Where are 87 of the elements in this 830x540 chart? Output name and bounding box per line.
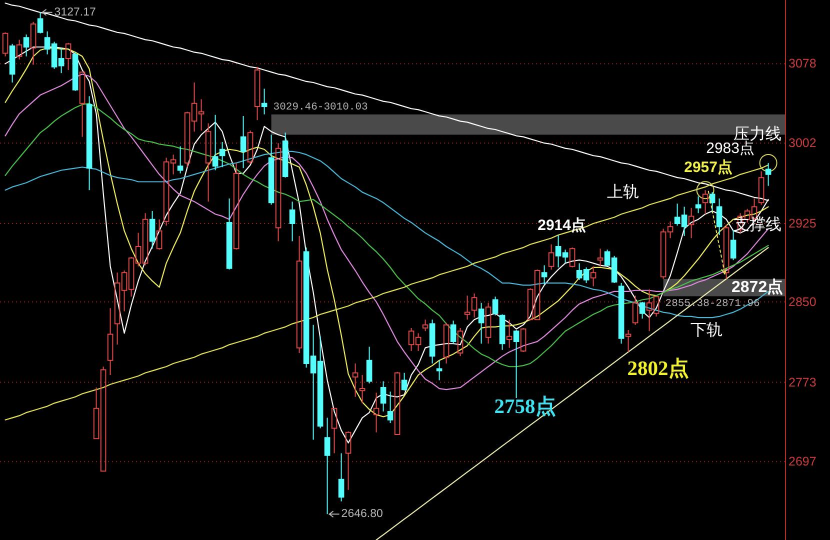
candlestick [632, 295, 638, 326]
candlestick [289, 201, 296, 242]
candlestick [688, 207, 694, 239]
candlestick [177, 146, 184, 174]
candlestick [30, 21, 36, 66]
candlestick [471, 293, 478, 318]
y-tick-label: 2850 [788, 294, 816, 309]
candlestick [359, 374, 366, 404]
annotation: 上轨 [607, 183, 639, 201]
candlestick [2, 32, 8, 57]
candlestick [569, 247, 576, 268]
candlestick [352, 362, 358, 398]
candlestick [450, 320, 456, 344]
candlestick [464, 295, 470, 320]
candlestick [268, 134, 274, 206]
candlestick [597, 248, 604, 267]
candlestick [9, 43, 16, 84]
candlestick [226, 198, 232, 270]
candlestick [422, 319, 428, 332]
candlestick [723, 224, 730, 280]
candlestick [296, 236, 302, 354]
candlestick [380, 380, 386, 412]
candlestick [156, 218, 162, 250]
candlestick [107, 308, 114, 376]
candlestick [275, 142, 282, 242]
candlestick [72, 52, 78, 92]
y-tick-label: 3002 [788, 136, 816, 150]
candlestick [366, 346, 372, 384]
candlestick [240, 115, 246, 169]
candlestick [443, 322, 450, 364]
candlestick [401, 372, 408, 392]
candlestick [506, 319, 512, 348]
candlestick [548, 244, 554, 270]
candlestick [149, 210, 156, 250]
annotation: 2646.80 [341, 508, 383, 520]
candlestick [485, 302, 492, 344]
candlestick [37, 12, 44, 34]
candlestick [205, 122, 212, 202]
candlestick [345, 430, 352, 490]
candlestick [520, 327, 526, 352]
candlestick [436, 360, 442, 381]
candlestick [219, 142, 226, 168]
candlestick [695, 196, 702, 214]
candlestick [716, 198, 722, 236]
annotation: 下轨 [690, 321, 722, 339]
candlestick [331, 408, 338, 454]
annotation: 2802点 [627, 356, 690, 380]
candlestick [639, 301, 646, 320]
candlestick [282, 132, 288, 178]
candlestick [478, 302, 484, 344]
candlestick [541, 264, 548, 285]
candlestick [65, 42, 72, 70]
candlestick [758, 170, 764, 206]
y-tick-label: 2773 [788, 375, 816, 390]
candlestick [429, 319, 436, 364]
annotation: 2957点 [684, 159, 732, 176]
candlestick [513, 330, 520, 398]
annotation: 3127.17 [54, 6, 96, 18]
candlestick [457, 327, 464, 357]
y-tick-label: 2697 [788, 454, 816, 469]
band-label: 3029.46-3010.03 [273, 101, 368, 114]
candlestick [212, 114, 218, 171]
candlestick [765, 162, 772, 186]
candlestick [86, 96, 92, 191]
annotation: 2983点 [706, 140, 754, 157]
annotation: 2872点 [732, 278, 784, 296]
y-tick-label: 3078 [788, 56, 816, 71]
candlestick [590, 266, 596, 287]
candlestick [324, 417, 330, 515]
candlestick [261, 88, 268, 115]
candlestick [373, 392, 380, 433]
candlestick [387, 391, 394, 424]
candlestick [394, 371, 400, 436]
candlestick [16, 39, 22, 60]
candlestick [233, 162, 240, 250]
annotation: 2758点 [494, 394, 556, 418]
candlestick [79, 72, 86, 138]
candlestick [492, 296, 498, 316]
candlestick [23, 34, 30, 57]
y-tick-label: 2925 [788, 216, 816, 231]
candlestick [247, 130, 254, 164]
candlestick [702, 190, 708, 215]
candlestick [618, 282, 624, 344]
candlestick [499, 314, 506, 350]
candlestick [625, 330, 632, 352]
candlestick [338, 452, 344, 502]
candlestick [254, 66, 260, 121]
